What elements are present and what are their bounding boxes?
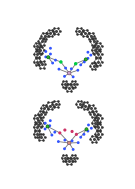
- Circle shape: [55, 59, 56, 61]
- Circle shape: [71, 68, 72, 70]
- Circle shape: [71, 140, 73, 142]
- Circle shape: [51, 134, 53, 136]
- Circle shape: [80, 64, 81, 66]
- Circle shape: [91, 128, 92, 129]
- Circle shape: [72, 149, 74, 150]
- Circle shape: [64, 76, 65, 77]
- Circle shape: [87, 58, 89, 59]
- Circle shape: [75, 133, 77, 135]
- Circle shape: [83, 134, 85, 135]
- Circle shape: [46, 125, 49, 128]
- Circle shape: [50, 53, 51, 55]
- Circle shape: [67, 141, 71, 145]
- Circle shape: [64, 148, 65, 149]
- Circle shape: [87, 51, 89, 53]
- Circle shape: [58, 68, 60, 70]
- Circle shape: [90, 54, 92, 56]
- Circle shape: [44, 128, 46, 130]
- Circle shape: [58, 141, 59, 142]
- Circle shape: [45, 122, 46, 124]
- Circle shape: [87, 130, 89, 132]
- Circle shape: [85, 128, 88, 131]
- Circle shape: [84, 61, 85, 63]
- Circle shape: [50, 48, 51, 49]
- Circle shape: [77, 142, 79, 143]
- Circle shape: [60, 61, 62, 63]
- Circle shape: [45, 56, 46, 58]
- Circle shape: [64, 129, 66, 131]
- Circle shape: [88, 124, 89, 126]
- Circle shape: [75, 63, 77, 65]
- Circle shape: [71, 131, 73, 132]
- Circle shape: [59, 132, 61, 134]
- Circle shape: [45, 51, 46, 52]
- Circle shape: [64, 139, 66, 141]
- Circle shape: [84, 58, 87, 61]
- Circle shape: [52, 62, 53, 64]
- Circle shape: [65, 67, 66, 69]
- Circle shape: [49, 125, 50, 126]
- Circle shape: [47, 56, 50, 59]
- Circle shape: [50, 120, 51, 121]
- Circle shape: [67, 71, 71, 75]
- Circle shape: [72, 76, 74, 77]
- Circle shape: [54, 132, 55, 133]
- Circle shape: [77, 70, 79, 71]
- Circle shape: [80, 136, 81, 138]
